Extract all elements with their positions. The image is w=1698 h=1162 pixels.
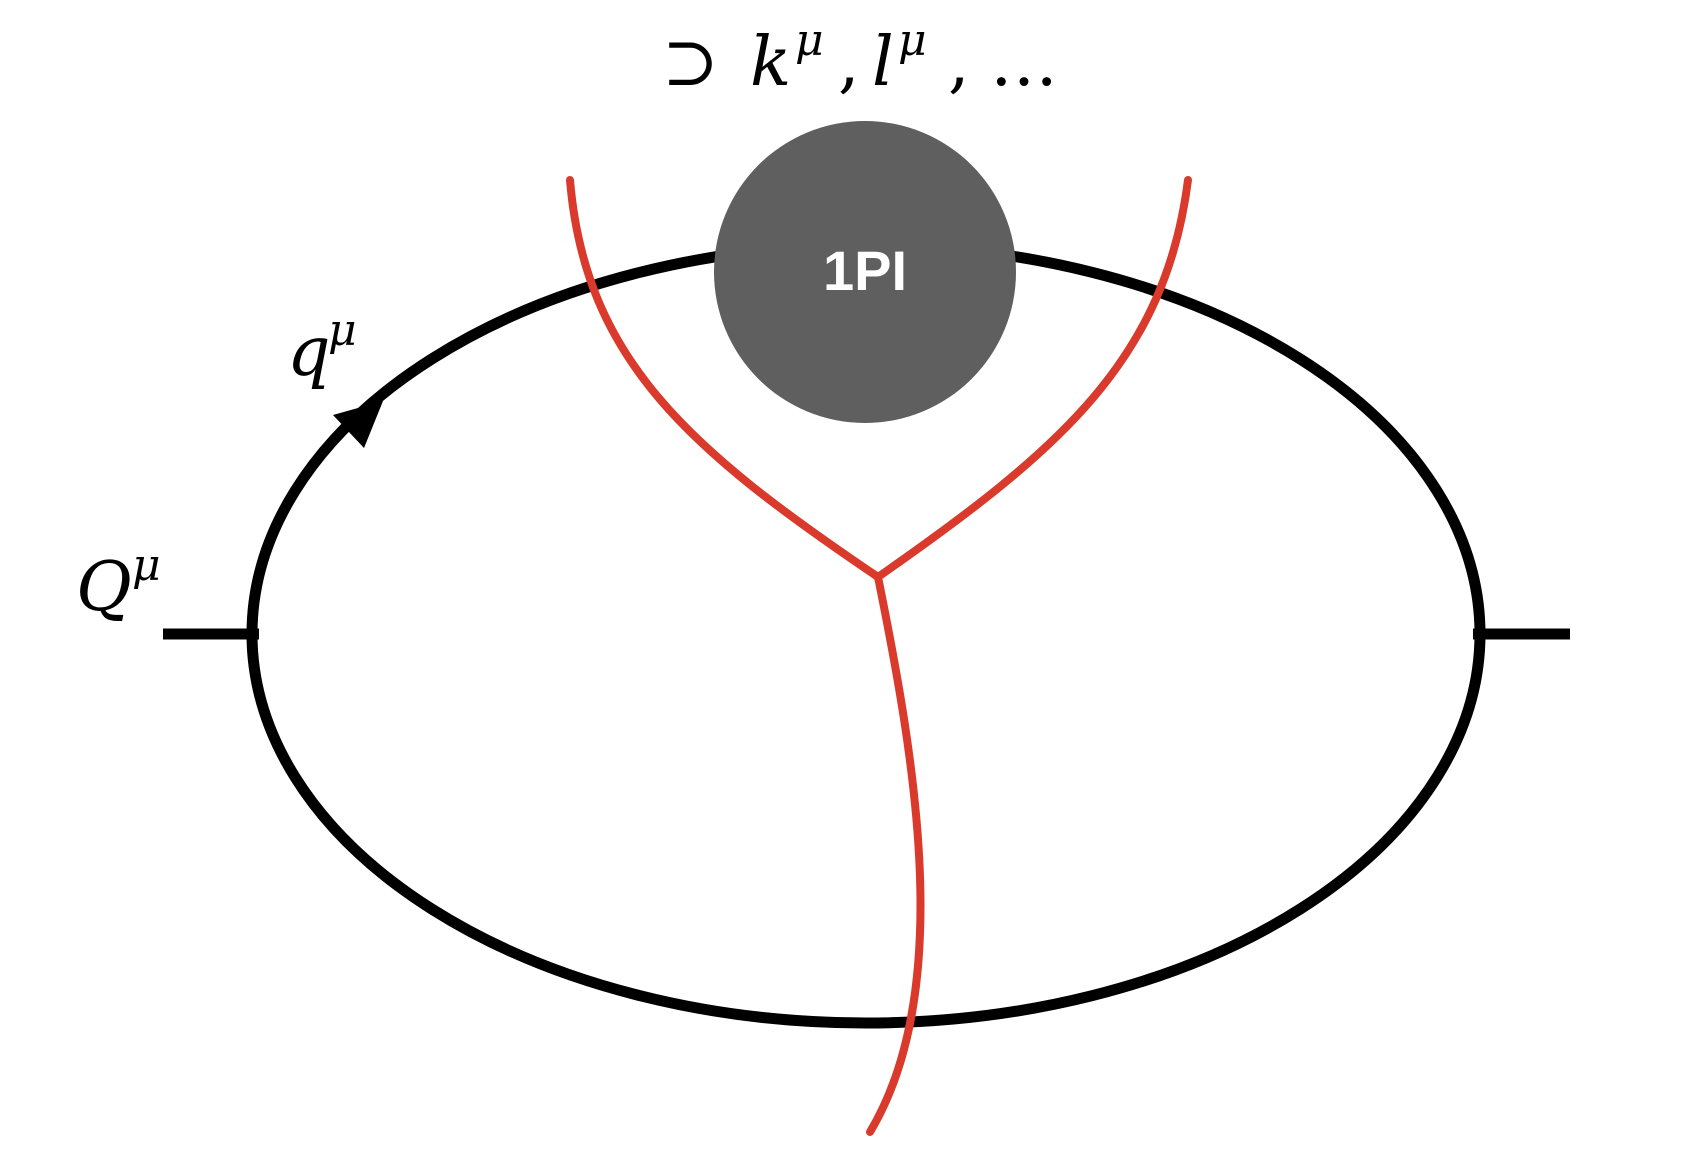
Q-base: Q — [76, 548, 132, 627]
top-set-label: ⊃ k μ , l μ , … — [662, 15, 1058, 102]
1pi-label: 1PI — [823, 239, 907, 302]
q-sup: μ — [328, 305, 357, 356]
superset-symbol: ⊃ — [662, 23, 719, 102]
comma-1: , — [838, 23, 860, 102]
q-base: q — [287, 313, 331, 392]
Q-sup: μ — [132, 540, 161, 591]
k-momentum-base: k — [750, 23, 791, 102]
cut-line-right — [874, 176, 1192, 581]
l-momentum-sup: μ — [898, 15, 927, 66]
Q-momentum-label: Q μ — [76, 540, 161, 627]
k-momentum-sup: μ — [795, 15, 824, 66]
comma-2: , — [948, 23, 970, 102]
ellipsis: … — [990, 23, 1058, 102]
cut-line-bottom — [866, 573, 925, 1136]
l-momentum-base: l — [872, 23, 894, 102]
q-momentum-label: q μ — [287, 305, 357, 392]
momentum-arrow-icon — [333, 401, 383, 448]
cut-line-left — [566, 176, 882, 581]
1pi-blob — [714, 121, 1016, 423]
